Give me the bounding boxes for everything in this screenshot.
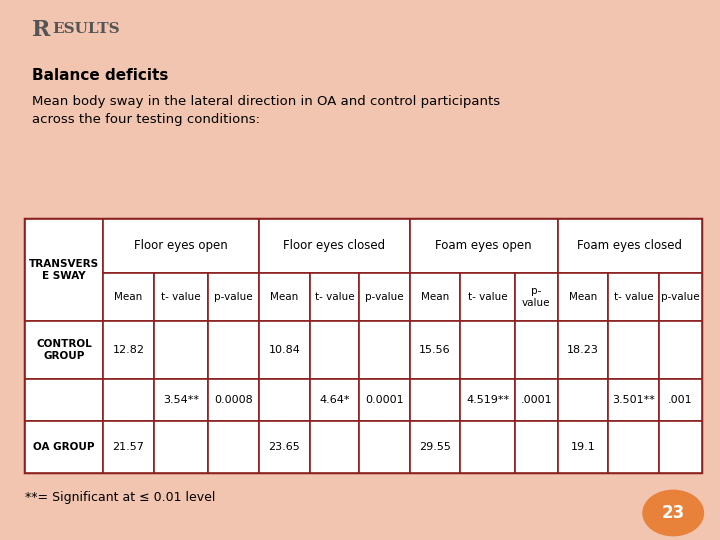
Bar xyxy=(103,321,154,379)
Bar xyxy=(460,421,515,472)
Text: Floor eyes closed: Floor eyes closed xyxy=(283,239,385,252)
Bar xyxy=(259,219,410,273)
Text: Balance deficits: Balance deficits xyxy=(32,68,168,83)
Text: TRANSVERS
E SWAY: TRANSVERS E SWAY xyxy=(29,259,99,281)
Bar xyxy=(259,421,310,472)
Text: 0.0001: 0.0001 xyxy=(365,395,404,405)
Bar xyxy=(558,219,702,273)
Bar xyxy=(208,379,259,421)
Circle shape xyxy=(643,490,703,536)
Bar xyxy=(154,321,208,379)
Text: p-value: p-value xyxy=(215,292,253,302)
Bar xyxy=(208,421,259,472)
Bar xyxy=(103,219,259,273)
Bar xyxy=(259,321,310,379)
Text: 10.84: 10.84 xyxy=(269,345,300,355)
Bar xyxy=(25,421,103,472)
Text: .0001: .0001 xyxy=(521,395,552,405)
Text: Foam eyes open: Foam eyes open xyxy=(436,239,532,252)
Text: Mean: Mean xyxy=(114,292,143,302)
Bar xyxy=(410,421,460,472)
Bar xyxy=(359,321,410,379)
Bar xyxy=(659,321,702,379)
Text: t- value: t- value xyxy=(161,292,201,302)
Text: 0.0008: 0.0008 xyxy=(215,395,253,405)
Text: Mean: Mean xyxy=(569,292,597,302)
Text: 23: 23 xyxy=(662,504,685,522)
Text: 21.57: 21.57 xyxy=(112,442,145,452)
Bar xyxy=(410,379,460,421)
Bar xyxy=(659,379,702,421)
Text: 18.23: 18.23 xyxy=(567,345,599,355)
Text: **= Significant at ≤ 0.01 level: **= Significant at ≤ 0.01 level xyxy=(25,491,215,504)
Bar xyxy=(608,273,659,321)
Bar xyxy=(359,421,410,472)
Text: t- value: t- value xyxy=(614,292,654,302)
Bar xyxy=(25,321,103,379)
Bar xyxy=(659,421,702,472)
Text: 23.65: 23.65 xyxy=(269,442,300,452)
Bar xyxy=(410,219,558,273)
Bar xyxy=(410,321,460,379)
Bar xyxy=(515,379,558,421)
Bar xyxy=(608,321,659,379)
Bar xyxy=(515,321,558,379)
Text: 3.54**: 3.54** xyxy=(163,395,199,405)
Bar xyxy=(460,321,515,379)
Bar xyxy=(154,273,208,321)
Text: Mean: Mean xyxy=(420,292,449,302)
Text: Mean: Mean xyxy=(270,292,299,302)
Bar xyxy=(154,379,208,421)
Bar xyxy=(208,273,259,321)
Bar xyxy=(25,219,103,321)
Bar xyxy=(259,273,310,321)
Bar xyxy=(460,273,515,321)
Bar xyxy=(515,273,558,321)
Text: ESULTS: ESULTS xyxy=(53,22,120,36)
Text: t- value: t- value xyxy=(468,292,508,302)
Bar xyxy=(310,321,359,379)
Bar xyxy=(310,421,359,472)
Text: R: R xyxy=(32,19,51,41)
Bar xyxy=(659,273,702,321)
Text: p-value: p-value xyxy=(365,292,404,302)
Bar xyxy=(558,421,608,472)
Bar xyxy=(25,219,702,472)
Bar xyxy=(103,273,154,321)
Text: .001: .001 xyxy=(668,395,693,405)
Text: 12.82: 12.82 xyxy=(112,345,145,355)
Text: Foam eyes closed: Foam eyes closed xyxy=(577,239,683,252)
Bar xyxy=(103,421,154,472)
Text: 15.56: 15.56 xyxy=(419,345,451,355)
Text: 29.55: 29.55 xyxy=(419,442,451,452)
Text: p-value: p-value xyxy=(661,292,700,302)
Text: 19.1: 19.1 xyxy=(571,442,595,452)
Bar xyxy=(259,379,310,421)
Text: OA GROUP: OA GROUP xyxy=(33,442,95,452)
Bar xyxy=(608,379,659,421)
Bar xyxy=(310,273,359,321)
Bar xyxy=(558,379,608,421)
Bar xyxy=(515,421,558,472)
Text: Mean body sway in the lateral direction in OA and control participants
across th: Mean body sway in the lateral direction … xyxy=(32,94,500,125)
Text: Floor eyes open: Floor eyes open xyxy=(134,239,228,252)
Bar xyxy=(608,421,659,472)
Bar xyxy=(410,273,460,321)
Bar xyxy=(25,379,103,421)
Bar xyxy=(558,321,608,379)
Text: 4.64*: 4.64* xyxy=(319,395,350,405)
Bar xyxy=(359,379,410,421)
Bar xyxy=(208,321,259,379)
Text: p-
value: p- value xyxy=(522,286,551,308)
Text: CONTROL
GROUP: CONTROL GROUP xyxy=(36,339,92,361)
Bar xyxy=(359,273,410,321)
Bar xyxy=(154,421,208,472)
Bar xyxy=(460,379,515,421)
Bar xyxy=(103,379,154,421)
Text: 3.501**: 3.501** xyxy=(612,395,655,405)
Text: 4.519**: 4.519** xyxy=(466,395,509,405)
Text: t- value: t- value xyxy=(315,292,354,302)
Bar xyxy=(310,379,359,421)
Bar xyxy=(558,273,608,321)
